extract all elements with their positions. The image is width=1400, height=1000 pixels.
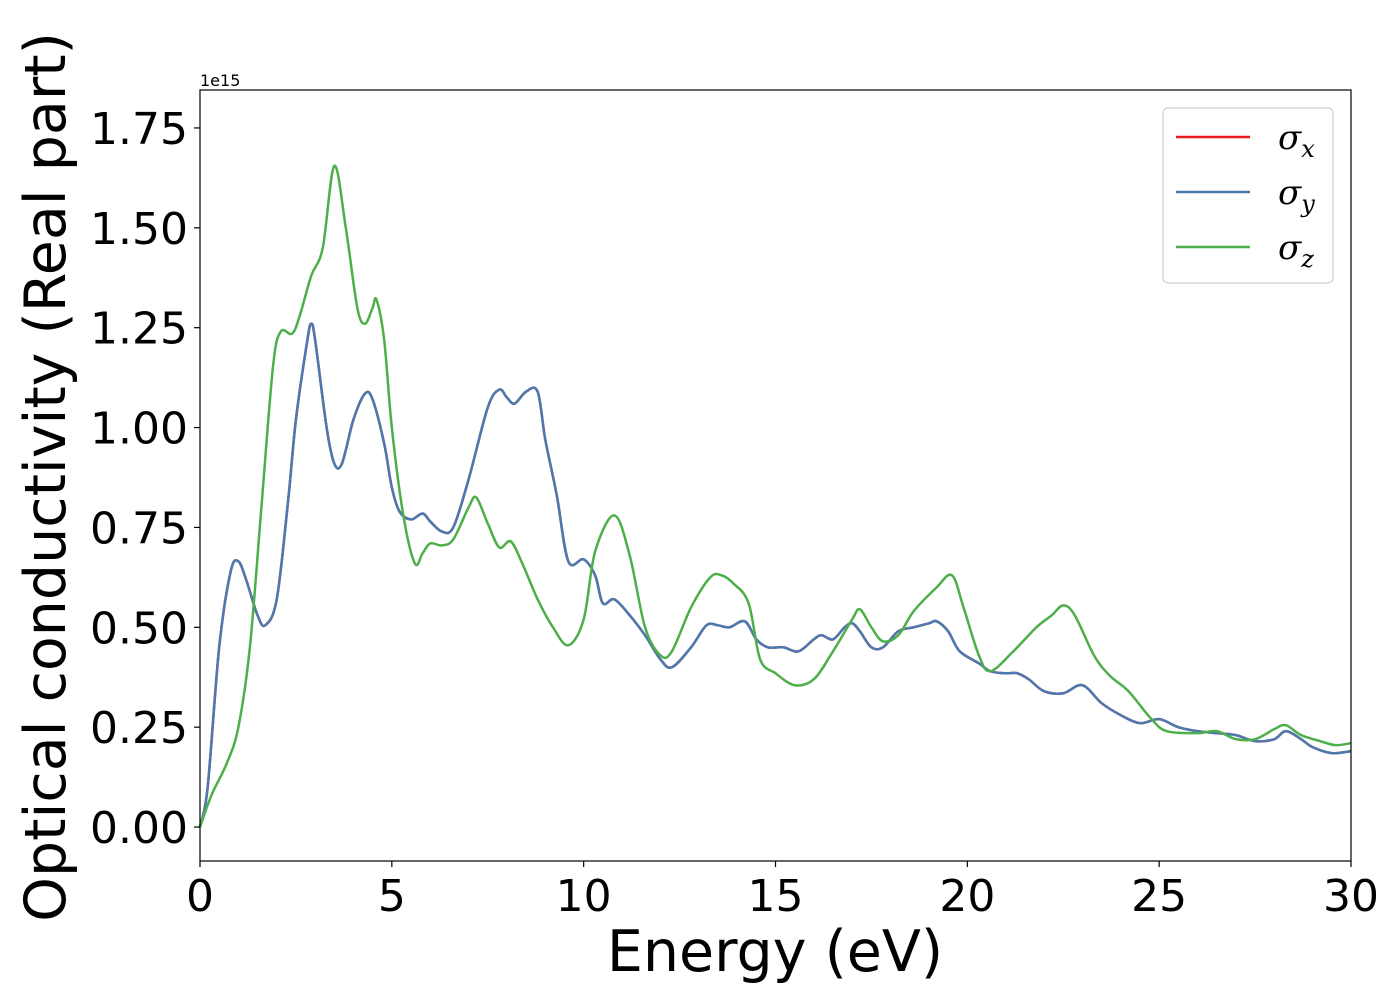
y-axis: 0.00 0.25 0.50 0.75 1.00 1.25 1.50 1.75 (90, 104, 200, 854)
y-tick-label: 1.25 (90, 304, 188, 355)
series-line-y (198, 322, 1352, 828)
plot-lines (198, 164, 1352, 828)
legend-box (1162, 107, 1334, 284)
y-axis-title: Optical conductivity (Real part) (13, 32, 79, 922)
y-tick-label: 1.00 (90, 404, 188, 455)
x-tick-label: 20 (939, 871, 995, 922)
x-tick-label: 0 (186, 871, 214, 922)
series-line-z (198, 164, 1352, 828)
y-offset-label: 1e15 (200, 71, 240, 90)
x-axis-title: Energy (eV) (607, 919, 943, 985)
x-axis: 0 5 10 15 20 25 30 (186, 861, 1379, 922)
x-tick-label: 25 (1131, 871, 1187, 922)
x-tick-label: 30 (1323, 871, 1379, 922)
y-tick-label: 0.50 (90, 603, 188, 654)
y-tick-label: 1.50 (90, 204, 188, 255)
x-tick-label: 5 (378, 871, 406, 922)
y-tick-label: 0.00 (90, 803, 188, 854)
x-tick-label: 10 (556, 871, 612, 922)
y-tick-label: 1.75 (90, 104, 188, 155)
y-tick-label: 0.75 (90, 503, 188, 554)
x-tick-label: 15 (748, 871, 804, 922)
y-tick-label: 0.25 (90, 703, 188, 754)
